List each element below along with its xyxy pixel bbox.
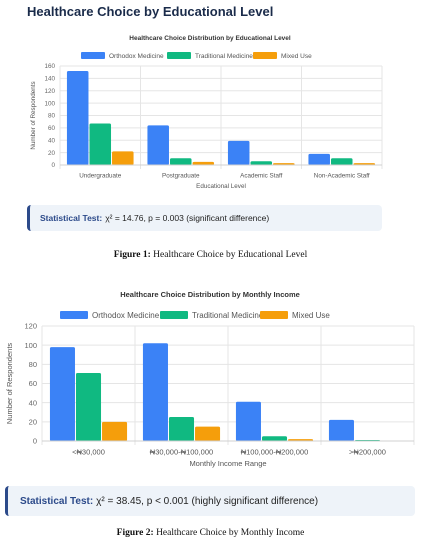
statistical-test-result: χ² = 14.76, p = 0.003 (significant diffe… bbox=[105, 213, 270, 223]
statistical-test-result: χ² = 38.45, p < 0.001 (highly significan… bbox=[96, 495, 319, 507]
figure-caption-2: Figure 2: Healthcare Choice by Monthly I… bbox=[0, 528, 421, 538]
statistical-test-box-1: Statistical Test: χ² = 14.76, p = 0.003 … bbox=[27, 205, 382, 231]
chart-educational-level: Healthcare Choice Distribution by Educat… bbox=[30, 35, 383, 190]
x-axis-label: Monthly Income Range bbox=[189, 459, 266, 468]
page-heading: Healthcare Choice by Educational Level bbox=[27, 4, 274, 19]
legend-swatch bbox=[260, 311, 288, 319]
bar bbox=[112, 151, 134, 165]
x-tick-label: Postgraduate bbox=[162, 172, 200, 179]
x-axis-label: Educational Level bbox=[196, 183, 246, 190]
bar bbox=[66, 70, 89, 165]
y-tick-label: 40 bbox=[29, 398, 37, 407]
legend-label: Orthodox Medicine bbox=[109, 53, 164, 60]
y-tick-label: 0 bbox=[33, 437, 37, 446]
legend-swatch bbox=[253, 52, 277, 59]
legend-swatch bbox=[60, 311, 88, 319]
y-tick-label: 0 bbox=[51, 162, 55, 169]
y-tick-label: 140 bbox=[44, 76, 55, 83]
y-tick-label: 20 bbox=[29, 417, 37, 426]
bar bbox=[328, 419, 354, 441]
x-tick-label: Academic Staff bbox=[240, 172, 282, 179]
legend-label: Orthodox Medicine bbox=[92, 311, 160, 320]
bar bbox=[75, 372, 102, 441]
bar bbox=[169, 158, 192, 165]
y-tick-label: 160 bbox=[44, 63, 55, 70]
y-tick-label: 80 bbox=[29, 360, 37, 369]
bar bbox=[330, 158, 353, 165]
y-tick-label: 20 bbox=[48, 150, 56, 157]
y-tick-label: 100 bbox=[44, 100, 55, 107]
x-tick-label: Non-Academic Staff bbox=[314, 172, 370, 179]
x-tick-label: Undergraduate bbox=[79, 172, 122, 179]
legend-label: Traditional Medicine bbox=[192, 311, 264, 320]
bar bbox=[102, 421, 128, 441]
legend-label: Traditional Medicine bbox=[195, 53, 253, 60]
figure-caption-1: Figure 1: Healthcare Choice by Education… bbox=[0, 250, 421, 260]
statistical-test-label: Statistical Test: bbox=[40, 213, 103, 223]
bar bbox=[89, 123, 112, 165]
chart-monthly-income: Healthcare Choice Distribution by Monthl… bbox=[5, 290, 415, 468]
y-tick-label: 120 bbox=[24, 322, 37, 331]
chart-title: Healthcare Choice Distribution by Educat… bbox=[129, 35, 291, 42]
bar bbox=[168, 417, 195, 441]
y-tick-label: 60 bbox=[48, 125, 56, 132]
bar bbox=[195, 426, 221, 441]
x-tick-label: ₦30,000-₦100,000 bbox=[150, 448, 213, 457]
figure-caption-label: Figure 2: bbox=[116, 528, 154, 538]
bar bbox=[308, 153, 330, 165]
legend-swatch bbox=[81, 52, 105, 59]
legend-swatch bbox=[160, 311, 188, 319]
legend-label: Mixed Use bbox=[281, 53, 312, 60]
y-tick-label: 120 bbox=[44, 88, 55, 95]
legend-label: Mixed Use bbox=[292, 311, 330, 320]
bar bbox=[250, 161, 273, 165]
y-tick-label: 40 bbox=[48, 137, 56, 144]
figure-caption-text: Healthcare Choice by Monthly Income bbox=[156, 528, 305, 538]
x-tick-label: >₦200,000 bbox=[349, 448, 386, 457]
legend-swatch bbox=[167, 52, 191, 59]
y-axis-label: Number of Respondents bbox=[30, 81, 37, 149]
y-tick-label: 80 bbox=[48, 113, 56, 120]
bar bbox=[49, 347, 75, 441]
figure-caption-label: Figure 1: bbox=[113, 250, 151, 260]
y-axis-label: Number of Respondents bbox=[5, 343, 14, 425]
y-tick-label: 100 bbox=[24, 341, 37, 350]
bar bbox=[147, 125, 169, 165]
bar bbox=[192, 161, 215, 165]
chart-title: Healthcare Choice Distribution by Monthl… bbox=[120, 290, 300, 299]
statistical-test-box-2: Statistical Test: χ² = 38.45, p < 0.001 … bbox=[5, 486, 415, 516]
bar bbox=[227, 140, 250, 165]
x-tick-label: ₦100,000-₦200,000 bbox=[241, 448, 309, 457]
statistical-test-label: Statistical Test: bbox=[20, 495, 94, 507]
x-tick-label: <₦30,000 bbox=[72, 448, 105, 457]
bar bbox=[261, 436, 288, 441]
bar bbox=[235, 401, 261, 441]
bar bbox=[142, 343, 168, 441]
y-tick-label: 60 bbox=[29, 379, 37, 388]
figure-caption-text: Healthcare Choice by Educational Level bbox=[153, 250, 308, 260]
